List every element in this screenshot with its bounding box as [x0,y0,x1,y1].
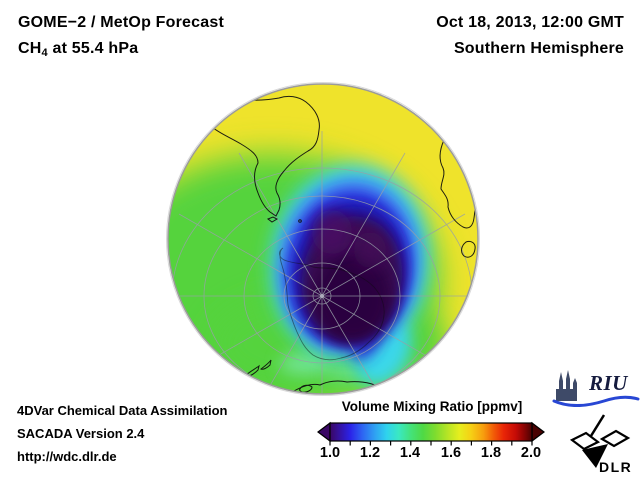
tierra-del-fuego-coastline [266,216,279,223]
colorbar-tick-label: 2.0 [520,445,542,461]
hemisphere-label: Southern Hemisphere [453,40,624,57]
colorbar-tick-label: 1.8 [480,445,502,461]
cathedral-icon [556,370,577,401]
credit-line-version: SACADA Version 2.4 [17,426,145,441]
colorbar-left-arrow [317,421,331,443]
globe-limb [167,83,479,395]
colorbar-tick-label: 1.0 [319,445,341,461]
datetime-label: Oct 18, 2013, 12:00 GMT [436,14,624,31]
credit-line-url: http://wdc.dlr.de [17,449,117,464]
colorbar-tick-label: 1.6 [440,445,462,461]
falkland-islands [298,219,302,223]
riu-logo [552,370,640,407]
colorbar-ticks [329,441,533,446]
africa-coastline [439,139,478,229]
species-level-label: CH4 at 55.4 hPa [18,40,138,59]
pressure-level-label: at 55.4 hPa [47,40,139,57]
colorbar-tick-label: 1.4 [399,445,421,461]
colorbar-right-arrow [531,421,545,443]
dlr-wings-icon [570,414,631,468]
antarctica-coastline [279,247,385,361]
dlr-logo [570,414,631,468]
colorbar-tick-label: 1.2 [359,445,381,461]
page-title: GOME−2 / MetOp Forecast [18,14,224,31]
south-america-coastline [211,95,320,217]
new-zealand-north-island [260,359,272,370]
tasmania-coastline [299,384,313,393]
species-symbol: CH [18,40,42,57]
south-pole-point [320,294,324,298]
colorbar-gradient [329,422,533,442]
riu-swoosh [552,395,640,407]
globe-outer-rim [166,82,480,396]
colorbar-title: Volume Mixing Ratio [ppmv] [341,399,523,414]
dlr-logo-text: DLR [599,459,633,475]
species-subscript: 4 [41,47,48,59]
riu-logo-text: RIU [589,371,628,395]
credit-line-assimilation: 4DVar Chemical Data Assimilation [17,403,228,418]
madagascar-coastline [461,240,476,258]
colorbar [317,421,545,446]
